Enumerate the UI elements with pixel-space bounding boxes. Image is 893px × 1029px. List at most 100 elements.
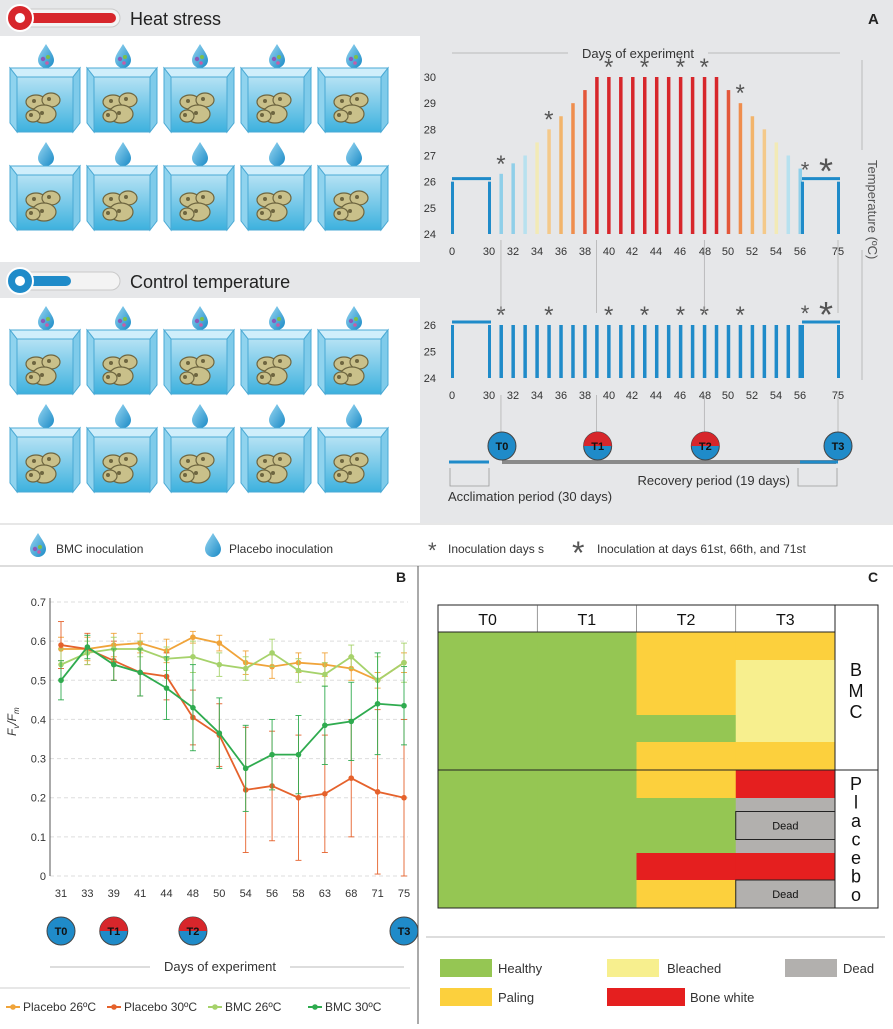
y-tick-label: 0.1 (31, 832, 46, 844)
x-tick-label: 56 (266, 888, 278, 900)
coral-fragments (25, 354, 61, 386)
coral-polyp (340, 197, 344, 201)
tank-side (317, 328, 326, 396)
coral-polyp (186, 361, 190, 365)
microbe-dot (122, 61, 126, 65)
group-label-column (834, 604, 879, 909)
coral-piece (256, 109, 272, 123)
status-cell-paling (636, 742, 737, 771)
data-point (137, 669, 143, 676)
temperature-bar (559, 325, 563, 378)
badge-label: T3 (398, 926, 411, 938)
placebo-group-label-letter: l (854, 793, 858, 813)
data-point (295, 751, 302, 758)
temperature-bar (619, 77, 623, 234)
x-tick-label: 30 (483, 246, 495, 258)
drop-shape (38, 44, 54, 68)
status-cell-healthy (537, 853, 637, 881)
coral-fragments (25, 190, 61, 222)
acclimation-bracket (449, 468, 490, 487)
temperature-bar (499, 325, 503, 378)
legend-marker (111, 1004, 117, 1010)
drop-shape (192, 44, 208, 68)
status-cell-bone-white (636, 853, 737, 881)
status-cell-healthy (438, 715, 538, 743)
temperature-bar (607, 325, 611, 378)
tank-top (85, 329, 159, 340)
aquarium-tank (8, 404, 82, 494)
data-point (110, 661, 117, 668)
microbe-dot (40, 318, 46, 324)
bmc-drop-icon (346, 306, 362, 330)
status-cell-paling (735, 742, 836, 771)
aquarium-tank (239, 306, 313, 396)
status-cell-healthy (438, 853, 538, 881)
legend-marker (212, 1004, 218, 1010)
panel-c-label: C (868, 569, 878, 585)
microbe-dot (199, 61, 203, 65)
x-tick-label: 31 (55, 888, 67, 900)
data-point (269, 751, 275, 758)
badge-label: T1 (107, 926, 120, 938)
inoculation-star-icon: * (640, 54, 649, 81)
status-cell-healthy (537, 660, 637, 716)
data-point (374, 700, 381, 707)
x-tick-label: 39 (108, 888, 120, 900)
tank-side (317, 164, 326, 232)
y-tick-label: 27 (424, 151, 436, 163)
aquarium-tank (316, 404, 390, 494)
series-line (60, 644, 405, 799)
drop-shape (38, 306, 54, 330)
coral-fragments (25, 452, 61, 484)
bmc-group-label-letter: B (850, 660, 862, 680)
control-thermometer-icon (6, 267, 121, 295)
coral-polyp (337, 375, 341, 379)
coral-polyp (117, 373, 121, 377)
legend-marker (10, 1004, 16, 1010)
drop-shape (269, 404, 285, 428)
status-cell-healthy (537, 742, 637, 771)
temperature-bar (511, 325, 515, 378)
drop-shape (346, 306, 362, 330)
coral-polyp (29, 375, 33, 379)
data-point (84, 644, 91, 650)
drop-shape (192, 404, 208, 428)
drop-shape (192, 306, 208, 330)
recovery-bar (801, 325, 804, 378)
tank-top (162, 67, 236, 78)
temperature-bar (702, 77, 707, 234)
coral-polyp (337, 113, 341, 117)
x-tick-label: 50 (213, 888, 225, 900)
inoculation-star-icon: * (801, 158, 810, 183)
coral-piece (102, 371, 118, 385)
coral-polyp (109, 361, 113, 365)
data-point (216, 640, 223, 646)
bmc-group-label-letter: C (850, 702, 863, 722)
badge-label: T0 (55, 926, 68, 938)
x-tick-label: 63 (319, 888, 331, 900)
temperature-bar (654, 77, 659, 234)
drop-shape (346, 44, 362, 68)
legend-label: BMC 30ºC (325, 1000, 382, 1014)
coral-polyp (117, 111, 121, 115)
coral-polyp (355, 457, 359, 461)
temperature-bar (702, 325, 707, 378)
data-point (322, 671, 328, 678)
acclimation-bar (451, 181, 454, 234)
aquarium-tank (162, 44, 236, 134)
recovery-inoculation-star-icon: * (819, 294, 833, 335)
temperature-bar (726, 90, 731, 234)
coral-piece (333, 469, 349, 483)
coral-polyp (263, 361, 267, 365)
temperature-bar (654, 325, 659, 378)
y-tick-label: 29 (424, 98, 436, 110)
tank-top (316, 67, 390, 78)
coral-polyp (40, 373, 44, 377)
bmc-drop-icon (269, 44, 285, 68)
coral-polyp (40, 209, 44, 213)
status-cell-healthy (438, 798, 538, 854)
x-tick-label: 40 (603, 246, 615, 258)
temperature-bar (583, 90, 587, 234)
y-tick-label: 25 (424, 203, 436, 215)
coral-piece (256, 207, 272, 221)
